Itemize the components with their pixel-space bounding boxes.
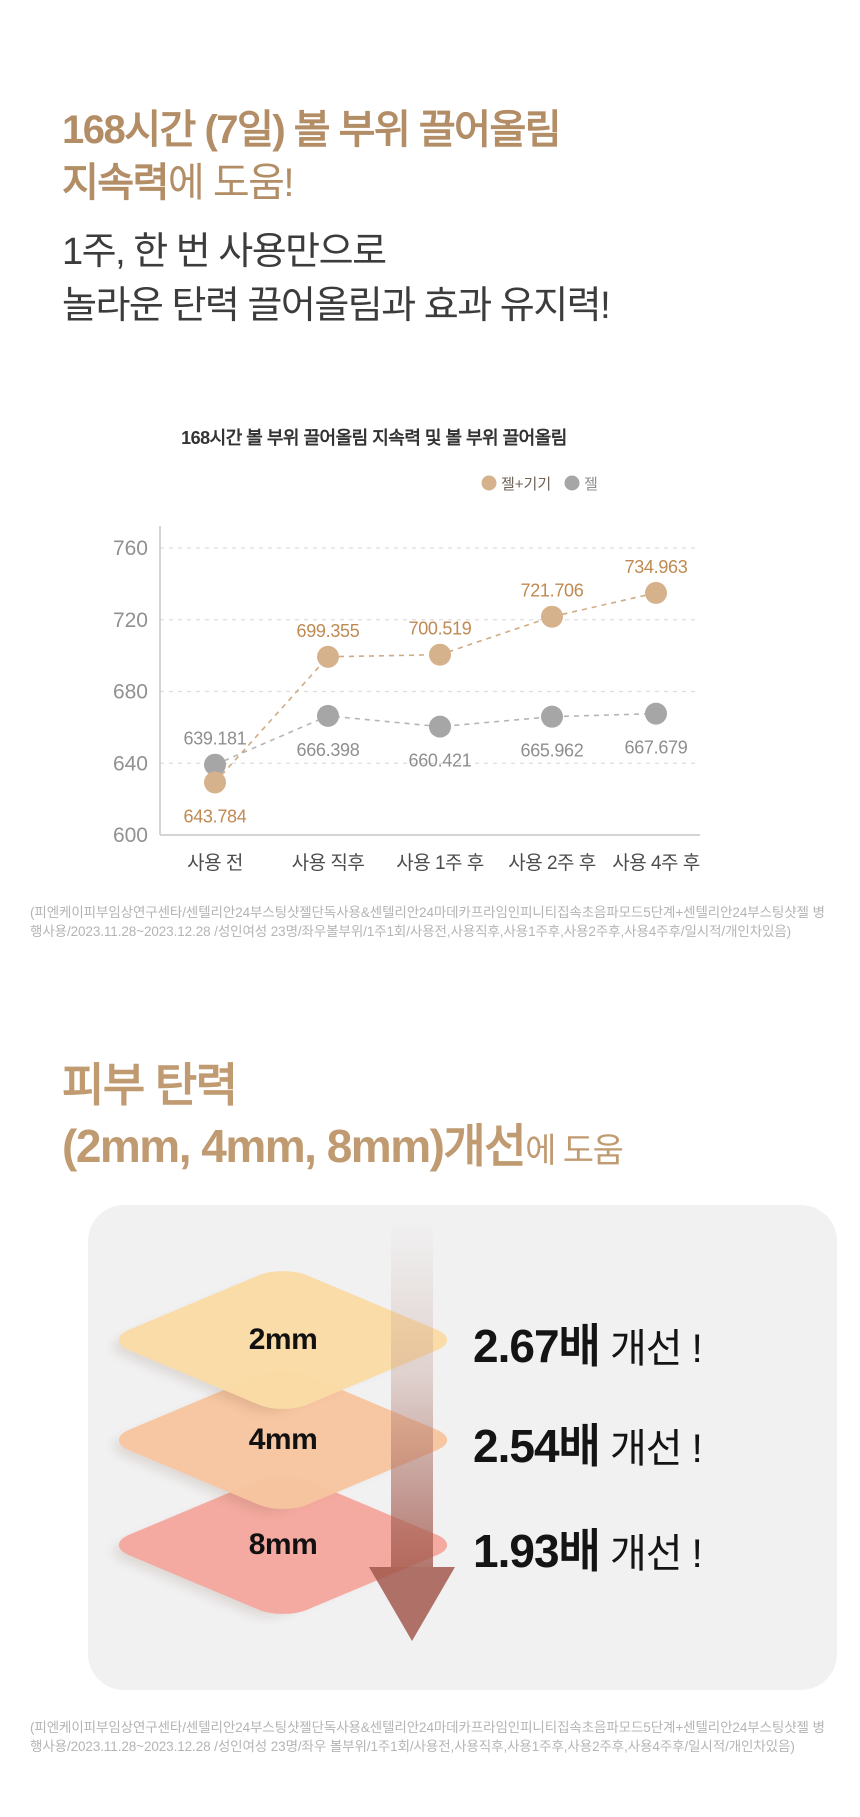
depth-label-2mm: 2mm (248, 1323, 318, 1356)
down-arrow-head-icon (369, 1567, 455, 1641)
hero-subtitle-line2: 놀라운 탄력 끌어올림과 효과 유지력! (62, 284, 611, 327)
data-point (645, 581, 667, 604)
data-point (204, 753, 226, 776)
elasticity-panel: 2mm 4mm 8mm 2.67배 개선 ! 2.54배 개선 ! 1.93배 … (88, 1205, 837, 1690)
data-point-label: 699.355 (297, 621, 360, 641)
x-tick-label: 사용 1주 후 (396, 852, 484, 874)
hero-subtitle: 1주, 한 번 사용만으로 놀라운 탄력 끌어올림과 효과 유지력! (62, 226, 611, 334)
y-tick-label: 760 (113, 537, 148, 560)
improvement-value-4mm: 2.54배 개선 ! (473, 1420, 703, 1472)
hero-title-line2-strong: 지속력 (62, 160, 169, 205)
data-point (429, 643, 451, 666)
data-point-label: 665.962 (521, 741, 584, 761)
y-tick-label: 680 (113, 681, 148, 704)
depth-label-4mm: 4mm (248, 1423, 318, 1456)
legend-label-gel: 젤 (584, 476, 598, 493)
y-tick-label: 720 (113, 609, 148, 632)
data-point-label: 660.421 (409, 751, 472, 771)
data-point (317, 645, 339, 668)
elasticity-title-line2-rest: 에 도움 (525, 1132, 624, 1171)
data-point (429, 715, 451, 738)
lift-chart: 168시간 볼 부위 끌어올림 지속력 및 볼 부위 끌어올림 600 640 680… (113, 428, 700, 874)
elasticity-disclaimer: (피엔케이피부임상연구센타/센텔리안24부스팅샷젤단독사용&센텔리안24마데카프… (30, 1720, 825, 1755)
legend-label-gel-device: 젤+기기 (501, 476, 551, 493)
legend-dot-gel-device (481, 475, 497, 491)
hero-title: 168시간 (7일) 볼 부위 끌어올림 지속력에 도움! (62, 104, 609, 210)
hero-title-line1: 168시간 (7일) 볼 부위 끌어올림 (62, 108, 562, 152)
data-point (204, 771, 226, 794)
series-line (214, 712, 657, 766)
depth-label-8mm: 8mm (248, 1528, 318, 1561)
data-point-label: 721.706 (521, 581, 584, 601)
x-tick-label: 사용 4주 후 (612, 852, 700, 874)
elasticity-title-line1: 피부 탄력 (62, 1059, 238, 1111)
x-tick-label: 사용 직후 (292, 852, 365, 874)
data-point-label: 700.519 (409, 619, 472, 639)
chart-disclaimer: (피엔케이피부임상연구센타/센텔리안24부스팅샷젤단독사용&센텔리안24마데카프… (30, 905, 825, 940)
data-point-label: 643.784 (184, 806, 247, 826)
data-point-label: 734.963 (625, 557, 688, 577)
data-point (645, 702, 667, 725)
chart-title: 168시간 볼 부위 끌어올림 지속력 및 볼 부위 끌어올림 (181, 428, 567, 448)
elasticity-title-line2: (2mm, 4mm, 8mm)개선에 도움 (62, 1119, 624, 1174)
legend-dot-gel (564, 475, 580, 491)
hero-title-line2-rest: 에 도움! (167, 160, 295, 205)
y-tick-label: 640 (113, 752, 148, 775)
data-point-label: 639.181 (184, 729, 247, 749)
improvement-value-8mm: 1.93배 개선 ! (473, 1525, 703, 1577)
hero-subtitle-line1: 1주, 한 번 사용만으로 (62, 230, 387, 273)
data-point (541, 605, 563, 628)
y-tick-label: 600 (113, 824, 148, 847)
improvement-value-2mm: 2.67배 개선 ! (473, 1320, 703, 1372)
hero-section: 168시간 (7일) 볼 부위 끌어올림 지속력에 도움! 1주, 한 번 사용… (62, 104, 611, 334)
data-point (317, 704, 339, 727)
elasticity-title-line2-strong: (2mm, 4mm, 8mm)개선 (62, 1120, 527, 1173)
elasticity-title: 피부 탄력 (2mm, 4mm, 8mm)개선에 도움 (62, 1058, 624, 1174)
lift-chart-area: 168시간 볼 부위 끌어올림 지속력 및 볼 부위 끌어올림 600 640 680… (0, 420, 860, 890)
data-point-label: 667.679 (625, 738, 688, 758)
data-point-label: 666.398 (297, 740, 360, 760)
x-tick-label: 사용 전 (187, 852, 243, 874)
x-tick-label: 사용 2주 후 (508, 852, 596, 874)
data-point (541, 705, 563, 728)
down-arrow-icon (391, 1220, 433, 1567)
